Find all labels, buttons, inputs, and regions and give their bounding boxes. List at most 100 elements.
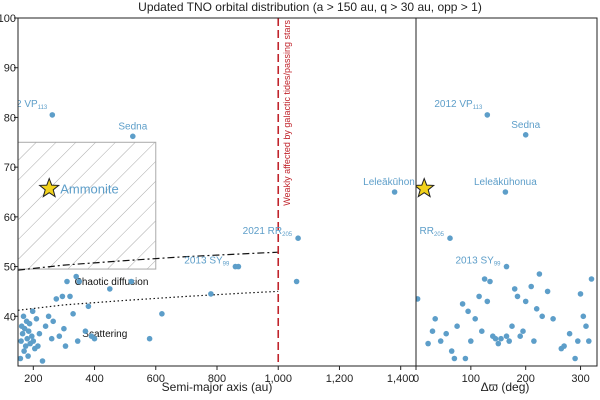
tno-point xyxy=(29,308,36,315)
tno-point xyxy=(45,313,52,320)
chaotic-diffusion-boundary xyxy=(18,251,279,271)
tno-point xyxy=(468,338,474,344)
tno-point xyxy=(76,278,82,285)
tno-point xyxy=(472,316,479,322)
tno-point xyxy=(74,338,81,344)
ammonite-star xyxy=(416,177,436,198)
tno-point xyxy=(159,311,165,317)
named-tno-label: 2012 VP113 xyxy=(0,99,48,111)
tno-point xyxy=(498,335,504,342)
tno-point xyxy=(539,313,545,320)
x-tick-label: 1,400 xyxy=(387,373,415,385)
tno-point xyxy=(21,348,27,354)
tno-point xyxy=(29,333,35,340)
tno-point xyxy=(59,293,66,300)
y-tick-label: 60 xyxy=(4,212,16,224)
tno-point xyxy=(146,335,153,342)
tno-point xyxy=(495,340,502,347)
x-tick-label: 400 xyxy=(85,373,103,385)
tno-point xyxy=(533,306,540,312)
tno-point xyxy=(128,278,135,285)
y-tick-label: 70 xyxy=(4,162,16,174)
y-tick-label: 90 xyxy=(4,63,16,75)
tno-point xyxy=(73,273,79,280)
ammonite-star xyxy=(38,177,61,198)
tno-point xyxy=(432,316,439,322)
tno-point xyxy=(588,276,595,282)
tno-point xyxy=(64,278,70,285)
tno-point xyxy=(416,296,421,302)
tno-point xyxy=(25,328,32,335)
x-tick-label: 600 xyxy=(147,373,165,385)
tno-point xyxy=(451,355,458,362)
tno-point xyxy=(561,343,567,349)
scattering-label: Scattering xyxy=(82,329,127,340)
tno-point xyxy=(22,343,29,349)
tno-point xyxy=(583,323,589,330)
y-tick-label: 50 xyxy=(4,262,16,274)
named-tno-label: 2021 RR205 xyxy=(395,226,445,238)
tno-point xyxy=(107,286,113,292)
named-tno-point xyxy=(232,263,239,270)
tno-point xyxy=(572,355,578,362)
tno-point xyxy=(566,330,573,337)
hatched-box xyxy=(18,141,157,270)
y-tick-label: 100 xyxy=(0,13,16,25)
named-tno-label: 2013 SY99 xyxy=(455,256,501,268)
tno-point xyxy=(21,325,28,332)
tno-point xyxy=(503,333,510,340)
tno-point xyxy=(33,316,40,322)
tno-point xyxy=(36,330,43,337)
tno-point xyxy=(82,328,89,335)
named-tno-point xyxy=(503,263,510,270)
named-tno-point xyxy=(484,112,491,118)
tno-point xyxy=(528,283,534,290)
named-tno-label: Leleākūhonua xyxy=(363,177,426,188)
y-tick-label: 80 xyxy=(4,112,16,124)
tno-point xyxy=(53,296,60,302)
right-axes-frame xyxy=(415,17,598,367)
named-tno-point xyxy=(391,189,398,195)
tno-point xyxy=(536,271,543,277)
named-tno-label: Sedna xyxy=(511,120,540,131)
tno-point xyxy=(42,323,49,330)
named-tno-point xyxy=(130,133,136,140)
tno-point xyxy=(575,338,581,344)
tno-point xyxy=(35,343,41,349)
named-tno-point xyxy=(447,235,453,241)
tno-point xyxy=(586,338,592,344)
tno-point xyxy=(454,323,460,330)
tno-point xyxy=(479,328,485,335)
tno-point xyxy=(25,353,31,359)
tno-point xyxy=(517,333,523,340)
chaotic-diffusion-label: Chaotic diffusion xyxy=(75,277,149,288)
left-panel: Weakly affected by galactic tides/passin… xyxy=(0,13,426,385)
tno-point xyxy=(18,355,24,362)
tno-point xyxy=(61,325,67,332)
named-tno-point xyxy=(522,132,529,138)
tno-point xyxy=(437,338,444,344)
named-tno-label: Leleākūhonua xyxy=(474,177,537,188)
tno-point xyxy=(85,303,92,310)
tno-point xyxy=(425,340,431,347)
named-tno-label: 2012 VP113 xyxy=(434,99,483,111)
named-tno-label: 2021 RR205 xyxy=(243,226,293,238)
tno-point xyxy=(208,291,214,297)
x-tick-label: 200 xyxy=(517,373,535,385)
tno-point xyxy=(67,293,73,300)
tno-point xyxy=(26,320,33,327)
tno-point xyxy=(487,278,493,285)
x-tick-label: 100 xyxy=(462,373,480,385)
tno-point xyxy=(20,313,27,320)
chart-title: Updated TNO orbital distribution (a > 15… xyxy=(138,0,482,14)
tno-point xyxy=(18,338,24,344)
x-tick-label: 1,000 xyxy=(264,373,292,385)
x-tick-label: 200 xyxy=(24,373,42,385)
tno-point xyxy=(577,291,584,297)
tno-point xyxy=(91,335,98,342)
named-tno-label: Sedna xyxy=(118,121,147,132)
tno-point xyxy=(544,288,551,295)
tno-point xyxy=(39,358,46,364)
named-tno-point xyxy=(49,112,56,118)
x-tick-label: 800 xyxy=(208,373,226,385)
